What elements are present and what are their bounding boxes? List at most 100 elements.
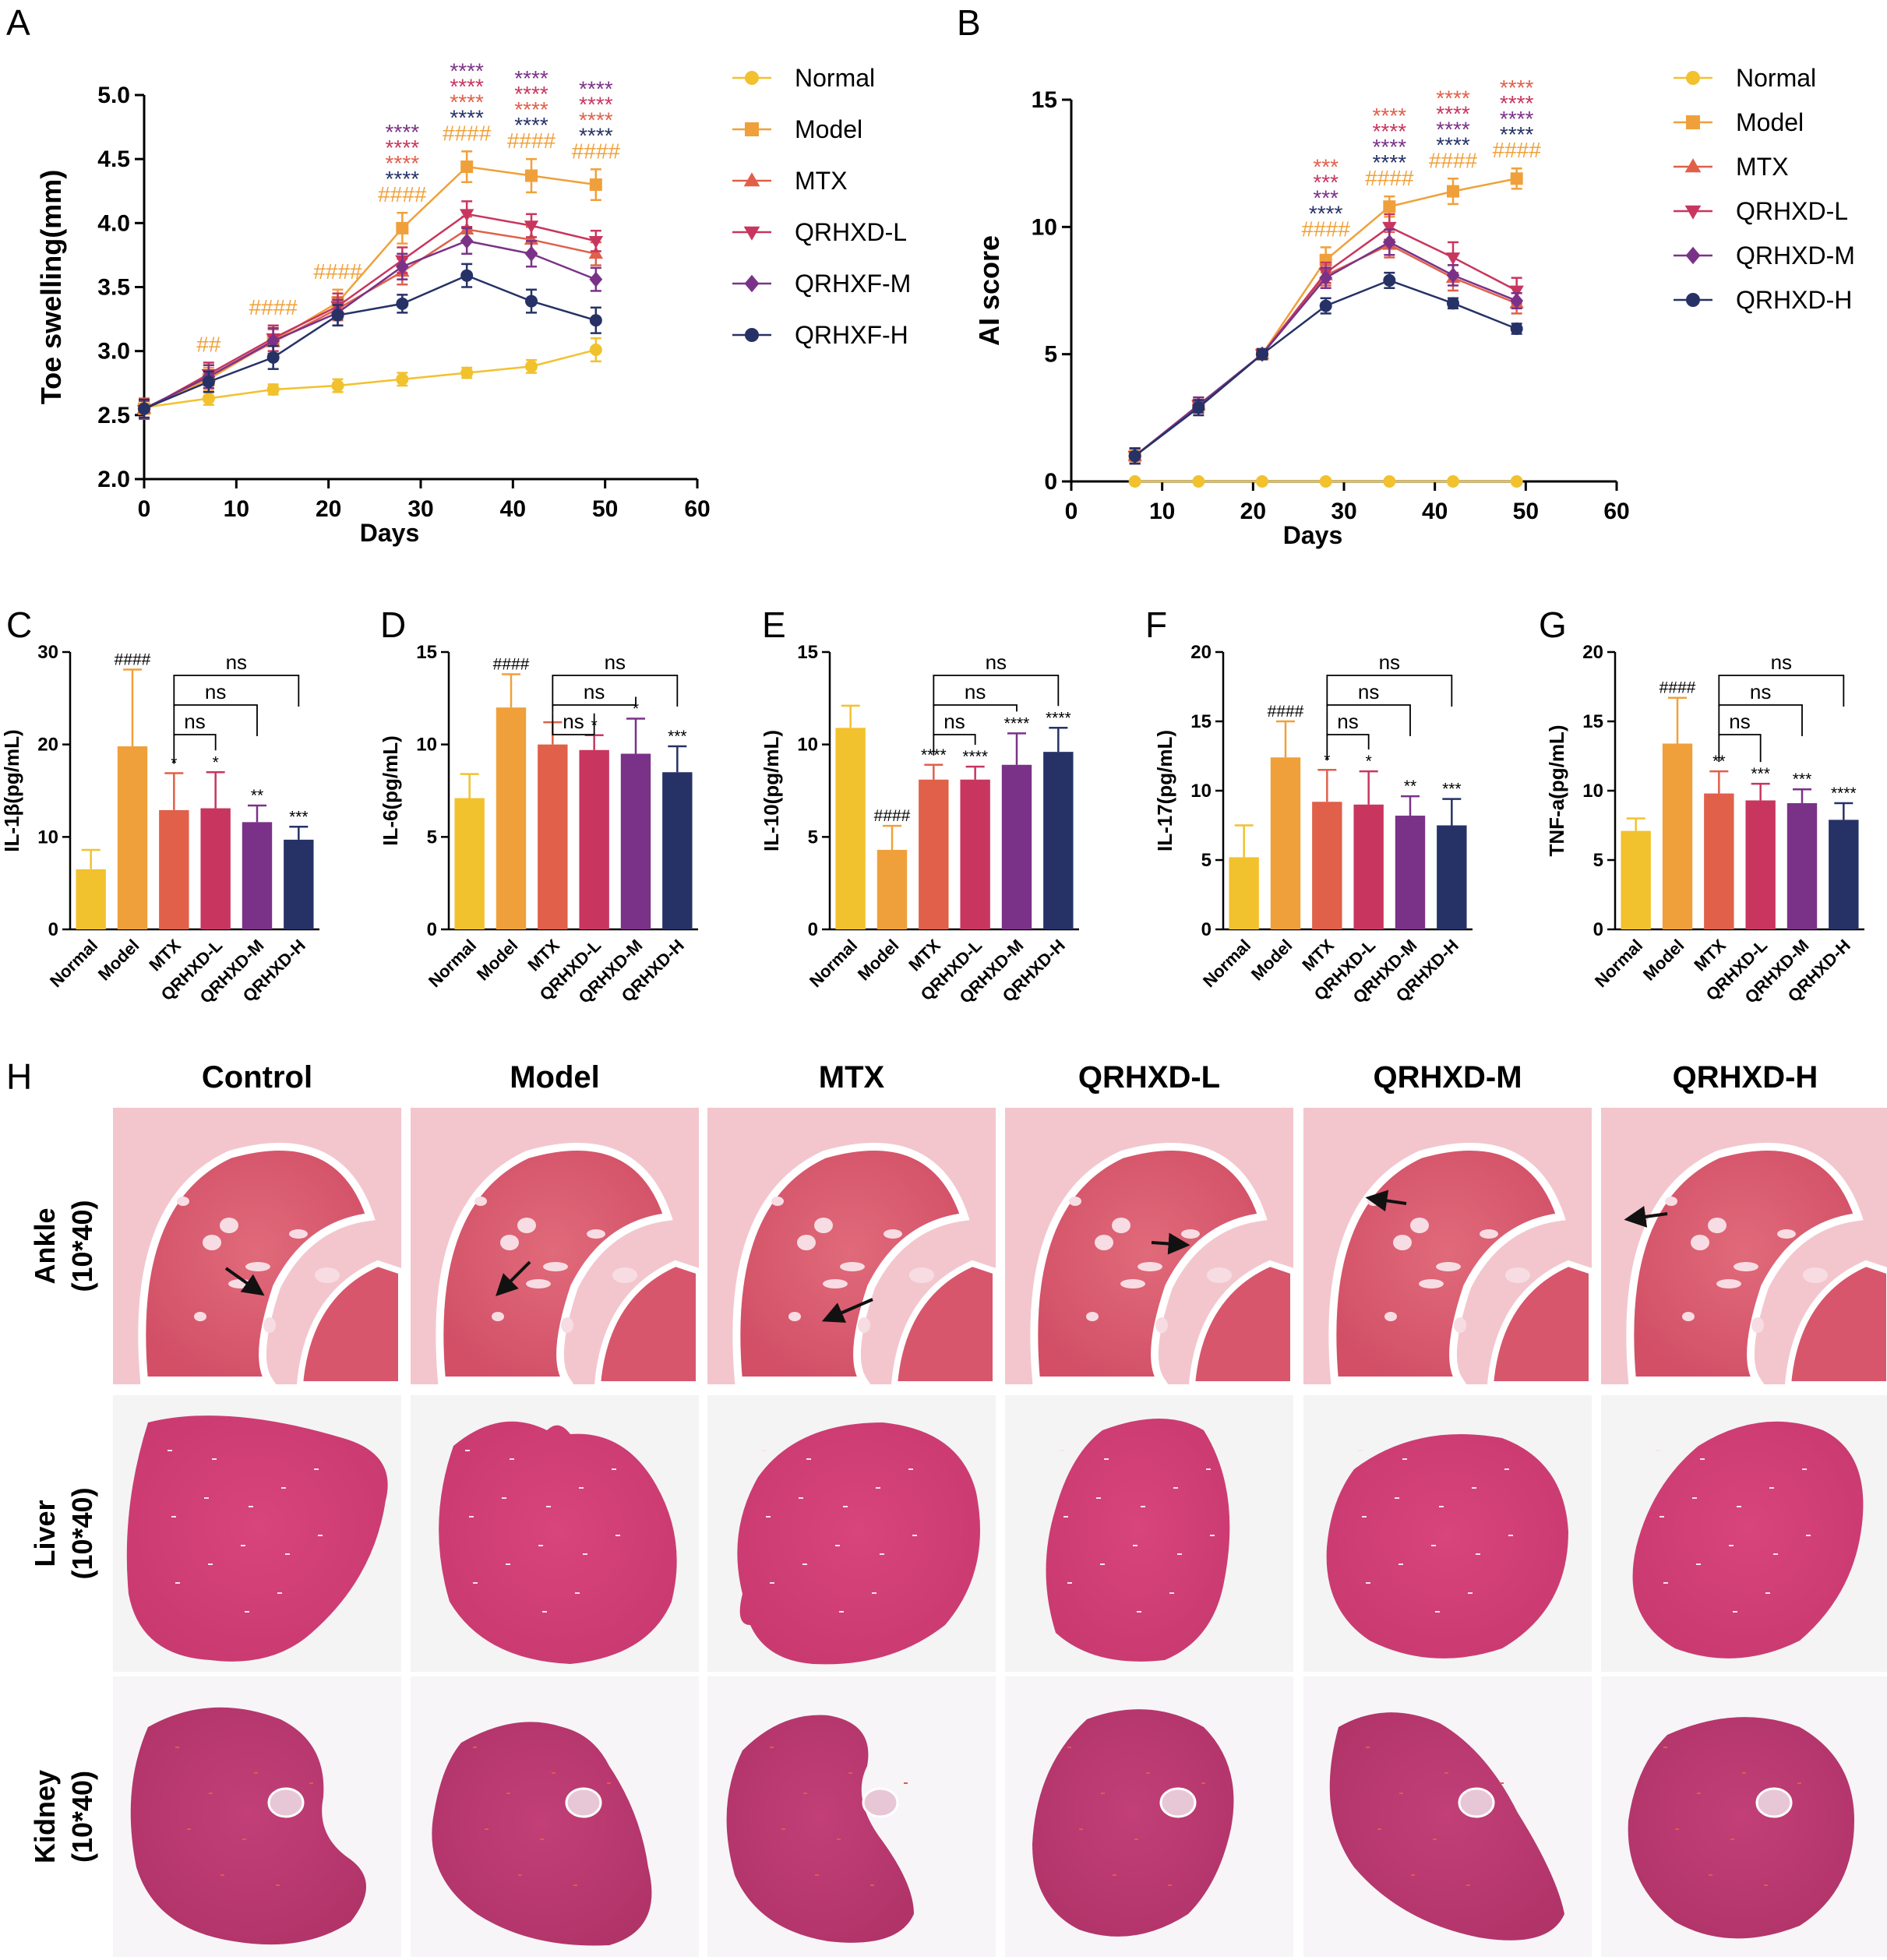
row-label-scale: (10*40) bbox=[66, 1200, 98, 1292]
significance-label: **** bbox=[1436, 101, 1470, 125]
data-point bbox=[589, 344, 602, 357]
bracket-label: ns bbox=[965, 680, 986, 703]
vessel bbox=[485, 1828, 489, 1830]
vessel bbox=[583, 1553, 587, 1555]
vessel bbox=[281, 1487, 286, 1489]
data-point bbox=[1510, 293, 1524, 309]
significance-label: **** bbox=[386, 136, 420, 160]
liver-section bbox=[439, 1421, 677, 1664]
bar bbox=[1001, 764, 1032, 929]
legend-marker bbox=[1686, 293, 1700, 307]
vessel bbox=[781, 1828, 785, 1830]
marrow-space bbox=[561, 1317, 573, 1333]
vessel bbox=[1709, 1874, 1712, 1876]
legend-marker bbox=[1685, 246, 1701, 265]
data-point bbox=[1383, 200, 1396, 213]
significance-label: **** bbox=[1436, 86, 1470, 110]
bar bbox=[159, 809, 189, 929]
vessel bbox=[245, 1611, 249, 1613]
significance-label: **** bbox=[1831, 784, 1857, 802]
vessel bbox=[171, 1516, 176, 1518]
legend-item: QRHXD-L bbox=[1674, 197, 1848, 225]
bar bbox=[1312, 802, 1342, 929]
column-header: Control bbox=[202, 1060, 312, 1095]
bar bbox=[496, 707, 527, 929]
bar bbox=[662, 772, 693, 929]
kidney-micrograph bbox=[1601, 1676, 1887, 1957]
marrow-space bbox=[858, 1317, 870, 1333]
legend-marker bbox=[1686, 71, 1700, 85]
vessel bbox=[552, 1772, 556, 1774]
vessel bbox=[1358, 1450, 1363, 1451]
comparison-bracket bbox=[552, 713, 595, 735]
bracket-label: ns bbox=[584, 680, 605, 703]
marrow-space bbox=[1069, 1197, 1081, 1206]
significance-label: #### bbox=[313, 259, 362, 284]
marrow-space bbox=[1207, 1267, 1232, 1283]
liver-micrograph bbox=[1303, 1395, 1592, 1672]
vessel bbox=[1146, 1772, 1150, 1774]
legend-label: Normal bbox=[795, 64, 875, 92]
vessel bbox=[469, 1516, 474, 1518]
significance-label: * bbox=[213, 753, 219, 771]
marrow-space bbox=[840, 1262, 865, 1271]
panel-letter: A bbox=[6, 2, 30, 43]
row-label-scale: (10*40) bbox=[66, 1487, 98, 1579]
y-tick-label: 0 bbox=[808, 919, 818, 940]
x-tick-label: 60 bbox=[1603, 499, 1629, 524]
vessel bbox=[1101, 1793, 1105, 1794]
legend-marker bbox=[1684, 205, 1702, 220]
vessel bbox=[843, 1506, 848, 1507]
series-line bbox=[143, 274, 597, 410]
legend-marker bbox=[745, 71, 759, 85]
data-point bbox=[459, 209, 474, 222]
vessel bbox=[473, 1582, 478, 1584]
vessel bbox=[209, 1793, 213, 1794]
bar bbox=[242, 822, 273, 929]
legend-item: MTX bbox=[732, 167, 848, 195]
column-header: QRHXD-H bbox=[1673, 1060, 1818, 1095]
bar bbox=[1829, 820, 1859, 929]
vessel bbox=[1697, 1793, 1701, 1794]
y-tick-label: 15 bbox=[1032, 87, 1057, 113]
panel-letter: G bbox=[1539, 605, 1567, 645]
panel-letter: H bbox=[6, 1056, 32, 1097]
vessel bbox=[1079, 1828, 1083, 1830]
y-tick-label: 5 bbox=[1201, 850, 1212, 871]
significance-label: **** bbox=[579, 108, 613, 132]
vessel bbox=[803, 1793, 807, 1794]
liver-section bbox=[737, 1422, 980, 1665]
vessel bbox=[1500, 1782, 1504, 1784]
vessel bbox=[1439, 1506, 1444, 1507]
significance-label: #### bbox=[115, 651, 151, 669]
vessel bbox=[220, 1874, 224, 1876]
row-label-scale: (10*40) bbox=[66, 1771, 98, 1863]
column-header: Model bbox=[510, 1060, 600, 1095]
y-tick-label: 20 bbox=[37, 735, 58, 756]
vessel bbox=[1797, 1782, 1801, 1784]
significance-label: * bbox=[1366, 753, 1372, 770]
significance-label: **** bbox=[962, 748, 988, 766]
significance-label: #### bbox=[493, 655, 530, 673]
renal-pelvis bbox=[267, 1787, 305, 1818]
comparison-bracket bbox=[173, 734, 217, 764]
vessel bbox=[1133, 1545, 1137, 1546]
marrow-space bbox=[1086, 1312, 1099, 1321]
category-label: Normal bbox=[46, 936, 101, 991]
vessel bbox=[815, 1874, 819, 1876]
arrow-icon bbox=[1624, 1206, 1668, 1228]
bar bbox=[1043, 752, 1074, 929]
legend-marker bbox=[743, 172, 760, 187]
ankle-micrograph bbox=[411, 1108, 702, 1387]
vessel bbox=[204, 1497, 209, 1499]
category-label: Normal bbox=[1591, 936, 1646, 991]
comparison-bracket bbox=[1718, 675, 1845, 707]
vessel bbox=[908, 1468, 913, 1470]
kidney-micrograph bbox=[1303, 1676, 1592, 1957]
marrow-space bbox=[1777, 1229, 1796, 1239]
bracket-label: ns bbox=[1750, 680, 1771, 703]
significance-label: **** bbox=[1046, 709, 1071, 727]
marrow-space bbox=[1384, 1312, 1397, 1321]
vessel bbox=[1663, 1582, 1668, 1584]
